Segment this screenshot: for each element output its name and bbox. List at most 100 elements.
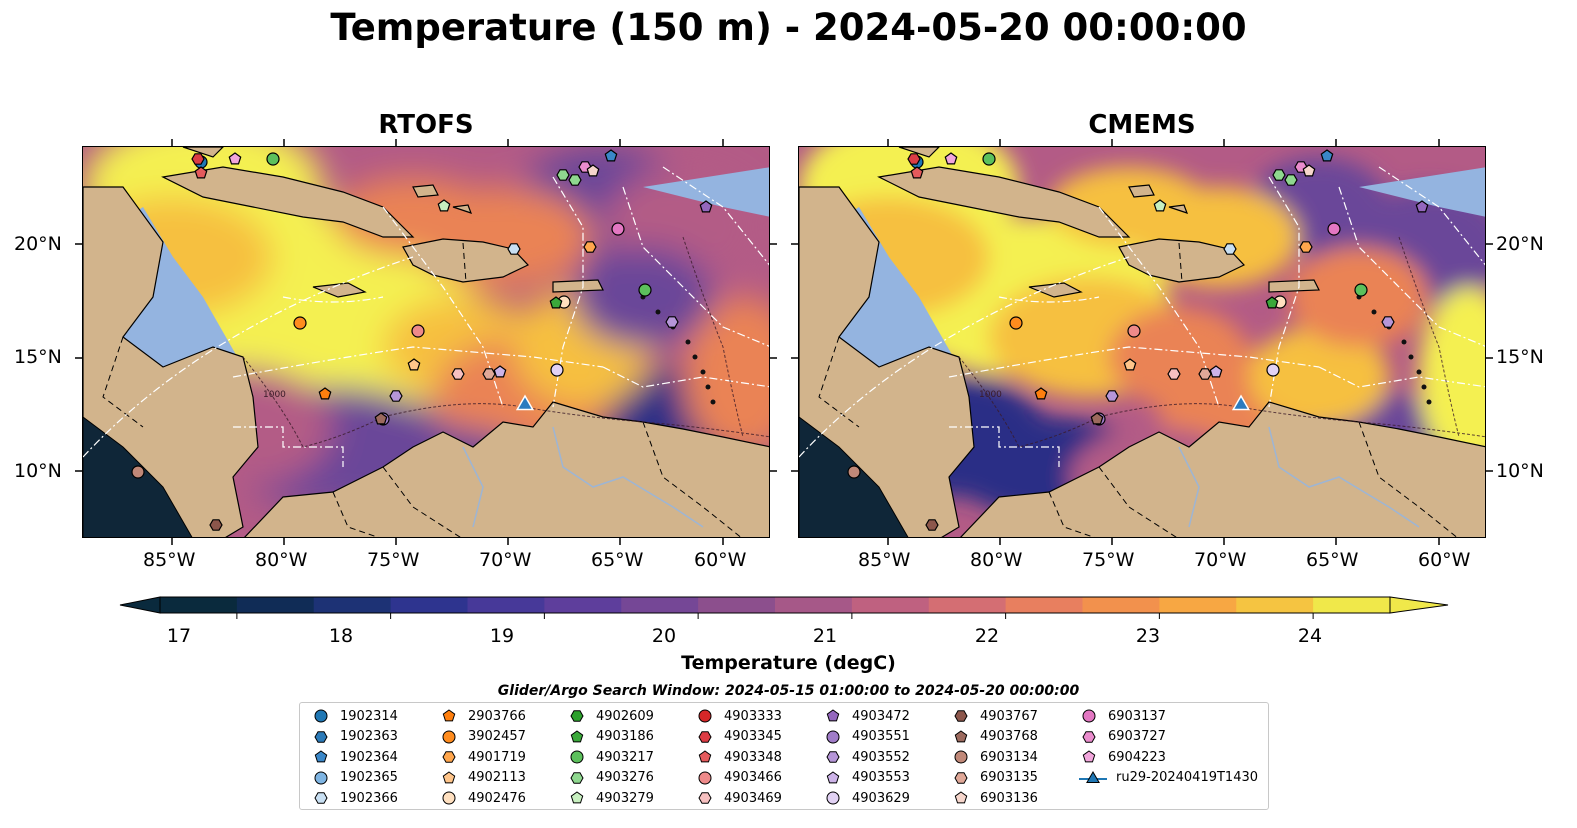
float-marker-4903552	[1105, 390, 1119, 402]
colorbar-tick: 21	[812, 625, 838, 647]
legend-label: 6903136	[980, 790, 1038, 806]
puerto-rico	[1268, 279, 1320, 293]
puerto-rico	[552, 279, 604, 293]
colorbar-tick: 24	[1297, 625, 1323, 647]
jamaica	[1028, 282, 1083, 298]
hispaniola	[1118, 238, 1245, 283]
legend-item: 4903553	[822, 768, 910, 788]
float-marker-4903276	[1284, 174, 1298, 186]
legend-item: 4903276	[566, 768, 654, 788]
legend-marker-icon	[442, 730, 456, 743]
legend-item: 4903629	[822, 788, 910, 808]
legend-label: 4903551	[852, 729, 910, 744]
glider-marker	[1231, 394, 1251, 411]
legend-label: 4903345	[724, 729, 782, 744]
legend-label: 4903186	[596, 729, 654, 744]
legend-marker-icon	[442, 770, 456, 783]
float-marker-4903472	[1415, 200, 1429, 213]
legend-item: 4903552	[822, 747, 910, 767]
legend-item: 4903469	[694, 788, 782, 808]
legend-item: 6903727	[1078, 727, 1166, 747]
colorbar-segment	[775, 597, 853, 613]
land-masses	[83, 147, 769, 537]
legend-item: ru29-20240419T1430	[1078, 768, 1258, 788]
float-marker-6903136	[1302, 164, 1316, 177]
depth-contours	[242, 236, 769, 448]
glider-marker	[515, 394, 535, 411]
float-marker-1902364	[604, 149, 618, 162]
legend-item: 4903767	[950, 706, 1038, 726]
legend-item: 1902363	[310, 727, 398, 747]
colorbar-segment	[928, 597, 1007, 613]
float-marker-4903768	[1090, 412, 1104, 425]
south-america	[960, 401, 1485, 537]
legend-marker-icon	[1082, 750, 1096, 763]
colorbar	[119, 596, 1449, 619]
float-marker-4903279	[437, 199, 451, 212]
eez-boundaries	[83, 166, 769, 467]
legend-item: 4901719	[438, 747, 526, 767]
legend-item: 4903345	[694, 727, 782, 747]
float-marker-1902366	[507, 243, 521, 255]
legend-item: 4902113	[438, 768, 526, 788]
float-marker-4903276	[1272, 169, 1286, 181]
float-marker-3902457	[293, 316, 307, 330]
legend-label: 4903629	[852, 790, 910, 806]
float-marker-4903217	[982, 152, 996, 166]
panel-title-rtofs: RTOFS	[378, 110, 474, 140]
legend-marker-icon	[570, 750, 584, 764]
colorbar-segment	[851, 597, 930, 613]
float-marker-4903553	[1209, 365, 1223, 378]
temperature-map-cmems: 1000	[799, 147, 1485, 537]
legend-marker-icon	[698, 771, 712, 784]
y-tick-label-left: 10°N	[14, 460, 62, 482]
colorbar-segment	[544, 597, 622, 613]
x-tick-label-right: 65°W	[1306, 549, 1359, 571]
colorbar-segment	[621, 597, 699, 613]
legend-item: 4902476	[438, 788, 526, 808]
legend-label: 1902314	[340, 708, 398, 724]
legend-marker-icon	[826, 770, 840, 783]
colorbar-segment	[698, 597, 776, 613]
legend-label: 6903135	[980, 770, 1038, 785]
legend-label: 4903472	[852, 708, 910, 724]
float-marker-6903137	[611, 222, 625, 236]
legend-marker-icon	[442, 791, 456, 805]
float-marker-3902457	[1009, 316, 1023, 330]
legend-label: 6903137	[1108, 708, 1166, 724]
legend-label: 1902363	[340, 729, 398, 744]
float-marker-4903629	[550, 363, 564, 377]
colorbar-extend-high	[1389, 596, 1449, 614]
legend-marker-icon	[442, 751, 456, 763]
legend-item: 4903472	[822, 706, 910, 726]
map-panel-rtofs: 1000	[82, 146, 770, 538]
eez-boundaries	[799, 166, 1485, 467]
x-tick-label-left: 85°W	[143, 549, 196, 571]
florida	[898, 147, 940, 158]
legend-label: 6903727	[1108, 729, 1166, 744]
legend-marker-icon	[570, 771, 584, 784]
float-marker-4903629	[1266, 363, 1280, 377]
legend-label: 4903768	[980, 729, 1038, 744]
y-tick-label-left: 20°N	[14, 233, 62, 255]
legend-item: 4903466	[694, 768, 782, 788]
page-title: Temperature (150 m) - 2024-05-20 00:00:0…	[330, 6, 1247, 49]
legend-marker-icon	[314, 709, 328, 723]
float-marker-4903552	[665, 316, 679, 328]
colorbar-segment	[467, 597, 545, 613]
legend-item: 4903279	[566, 788, 654, 808]
legend-item: 4903768	[950, 727, 1038, 747]
legend-label: 4903466	[724, 770, 782, 785]
legend-label: 4903276	[596, 770, 654, 785]
float-marker-4903217	[1354, 283, 1368, 297]
float-marker-4903552	[389, 390, 403, 402]
contour-label: 1000	[979, 390, 1002, 400]
colorbar-segment	[1082, 597, 1160, 613]
y-tick-label-right: 15°N	[1496, 346, 1544, 368]
colorbar-tick: 18	[328, 625, 354, 647]
float-marker-6904223	[944, 152, 958, 165]
legend-item: 1902366	[310, 788, 398, 808]
colorbar-segment	[1159, 597, 1237, 613]
float-marker-4903466	[1127, 324, 1141, 338]
legend-title: Glider/Argo Search Window: 2024-05-15 01…	[497, 683, 1080, 699]
